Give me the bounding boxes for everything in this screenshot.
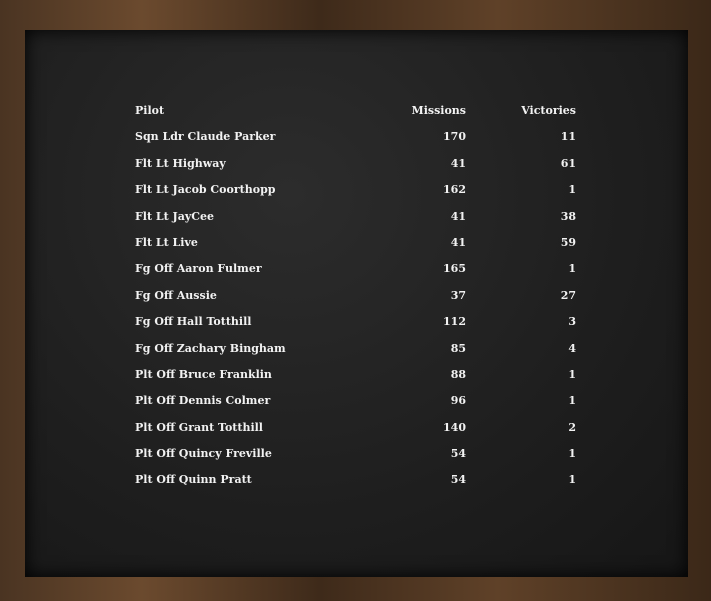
cell-pilot: Fg Off Zachary Bingham	[135, 341, 286, 355]
cell-victories: 1	[568, 447, 576, 461]
cell-victories: 38	[560, 209, 576, 223]
cell-victories: 61	[560, 156, 576, 170]
cell-missions: 54	[450, 473, 466, 487]
cell-victories: 11	[560, 130, 576, 144]
cell-pilot: Plt Off Quinn Pratt	[135, 473, 252, 487]
table-row: Plt Off Grant Totthill 140 2	[135, 421, 576, 447]
cell-missions: 41	[450, 156, 466, 170]
cell-missions: 85	[450, 341, 466, 355]
table-row: Flt Lt Live 41 59	[135, 236, 576, 262]
header-pilot: Pilot	[135, 104, 165, 117]
cell-missions: 112	[443, 315, 466, 329]
cell-pilot: Plt Off Dennis Colmer	[135, 394, 271, 408]
table-row: Flt Lt Highway 41 61	[135, 157, 576, 183]
cell-pilot: Sqn Ldr Claude Parker	[135, 130, 276, 144]
cell-victories: 1	[568, 394, 576, 408]
cell-pilot: Flt Lt Jacob Coorthopp	[135, 183, 276, 197]
cell-missions: 54	[450, 447, 466, 461]
cell-pilot: Plt Off Grant Totthill	[135, 420, 263, 434]
cell-victories: 27	[560, 288, 576, 302]
cell-pilot: Flt Lt Live	[135, 235, 198, 249]
cell-victories: 2	[568, 420, 576, 434]
cell-pilot: Fg Off Aaron Fulmer	[135, 262, 262, 276]
table-row: Plt Off Quinn Pratt 54 1	[135, 473, 576, 499]
cell-missions: 41	[450, 209, 466, 223]
table-row: Fg Off Aussie 37 27	[135, 289, 576, 315]
cell-victories: 4	[568, 341, 576, 355]
cell-missions: 162	[443, 183, 466, 197]
cell-missions: 96	[450, 394, 466, 408]
cell-pilot: Plt Off Bruce Franklin	[135, 367, 272, 381]
table-row: Fg Off Hall Totthill 112 3	[135, 315, 576, 341]
table-row: Fg Off Aaron Fulmer 165 1	[135, 262, 576, 288]
table-row: Plt Off Bruce Franklin 88 1	[135, 368, 576, 394]
pilot-table: Pilot Missions Victories Sqn Ldr Claude …	[135, 104, 576, 500]
cell-pilot: Fg Off Hall Totthill	[135, 315, 252, 329]
header-missions: Missions	[411, 104, 466, 117]
cell-victories: 1	[568, 262, 576, 276]
table-header: Pilot Missions Victories	[135, 104, 576, 130]
cell-missions: 170	[443, 130, 466, 144]
cell-victories: 1	[568, 473, 576, 487]
cell-missions: 41	[450, 235, 466, 249]
cell-missions: 37	[450, 288, 466, 302]
table-row: Fg Off Zachary Bingham 85 4	[135, 342, 576, 368]
cell-missions: 140	[443, 420, 466, 434]
cell-missions: 165	[443, 262, 466, 276]
cell-pilot: Flt Lt Highway	[135, 156, 226, 170]
chalkboard	[25, 30, 688, 577]
cell-missions: 88	[450, 367, 466, 381]
table-row: Plt Off Quincy Freville 54 1	[135, 447, 576, 473]
header-victories: Victories	[521, 104, 576, 117]
table-row: Flt Lt JayCee 41 38	[135, 210, 576, 236]
cell-victories: 1	[568, 183, 576, 197]
cell-victories: 1	[568, 367, 576, 381]
cell-victories: 59	[560, 235, 576, 249]
cell-pilot: Plt Off Quincy Freville	[135, 447, 272, 461]
table-row: Plt Off Dennis Colmer 96 1	[135, 394, 576, 420]
cell-pilot: Flt Lt JayCee	[135, 209, 215, 223]
cell-pilot: Fg Off Aussie	[135, 288, 217, 302]
cell-victories: 3	[568, 315, 576, 329]
table-row: Flt Lt Jacob Coorthopp 162 1	[135, 183, 576, 209]
table-row: Sqn Ldr Claude Parker 170 11	[135, 130, 576, 156]
